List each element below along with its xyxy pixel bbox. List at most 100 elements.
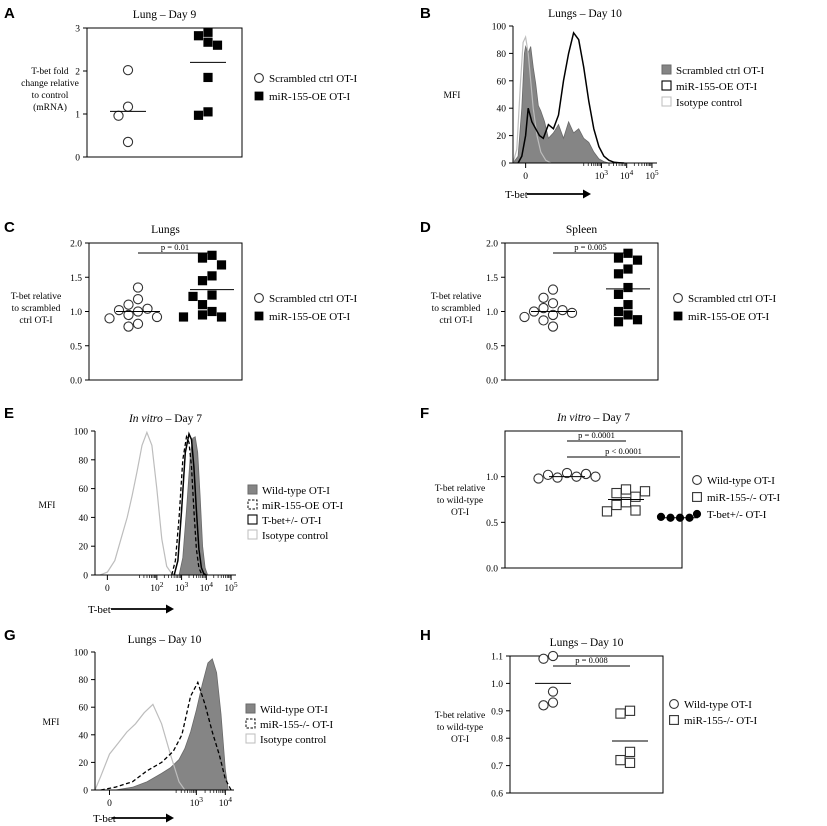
data-point [122, 136, 134, 148]
legend-label: miR-155-/- OT-I [707, 492, 781, 504]
data-point [547, 309, 559, 321]
x-axis-arrowhead [166, 813, 174, 823]
legend-marker [254, 73, 264, 83]
y-axis-label: MFI [39, 501, 56, 511]
y-tick-label: 2.0 [486, 240, 498, 250]
data-point [656, 512, 666, 521]
data-point [197, 253, 208, 263]
data-point [590, 471, 601, 482]
legend-label: miR-155-OE OT-I [269, 311, 351, 323]
y-axis-label: T-bet relative [431, 292, 482, 302]
x-tick-label: 104 [219, 795, 233, 809]
y-tick-label: 0.7 [491, 762, 503, 772]
legend-label: Scrambled ctrl OT-I [676, 65, 765, 77]
y-tick-label: 2.0 [70, 240, 82, 250]
histogram-line [100, 680, 232, 791]
x-tick-label: 105 [224, 580, 238, 594]
data-point [624, 757, 636, 769]
y-tick-label: 0.5 [70, 342, 82, 352]
histogram-line [94, 703, 186, 791]
data-point [613, 317, 624, 327]
data-point [630, 491, 641, 502]
y-tick-label: 100 [492, 23, 507, 33]
legend-swatch [245, 733, 256, 744]
legend-label: miR-155-OE OT-I [676, 81, 758, 93]
histogram-line [512, 34, 552, 164]
y-axis-label: MFI [43, 718, 60, 728]
y-tick-label: 20 [497, 132, 507, 142]
y-tick-label: 0.5 [486, 519, 498, 529]
data-point [613, 269, 624, 279]
y-axis-label: to scrambled [12, 304, 61, 314]
legend-label: Isotype control [262, 530, 328, 542]
legend-marker [692, 475, 702, 485]
legend-swatch [245, 703, 256, 714]
data-point [207, 271, 217, 281]
data-point [123, 309, 134, 321]
data-point [623, 282, 633, 293]
legend-marker [673, 293, 683, 303]
data-point [624, 705, 636, 716]
x-tick-label: 104 [200, 580, 214, 594]
histogram-line [517, 31, 625, 164]
x-tick-label: 105 [645, 168, 659, 182]
y-axis-label: to wild-type [437, 496, 483, 506]
panel-H: H Lungs – Day 10 0.6 0.7 0.8 0.9 1.0 1.1 T-bet r… [420, 627, 758, 800]
y-tick-label: 60 [79, 485, 89, 495]
histogram-line [99, 430, 177, 576]
data-point [178, 312, 189, 322]
x-tick-label: 103 [175, 580, 189, 594]
chart-title: Lungs [151, 224, 180, 236]
legend-label: T-bet+/- OT-I [262, 515, 322, 527]
p-value-label: p = 0.005 [574, 242, 606, 252]
data-point [207, 306, 217, 317]
y-tick-label: 1.0 [70, 308, 82, 318]
data-point [542, 469, 554, 480]
y-tick-label: 40 [79, 731, 89, 741]
data-point [630, 505, 641, 516]
data-point [151, 311, 163, 323]
x-tick-label: 102 [150, 580, 164, 594]
histogram-line [171, 434, 205, 576]
y-tick-label: 1.5 [70, 274, 82, 284]
legend-marker [254, 293, 264, 303]
data-point [547, 298, 559, 309]
data-point [615, 708, 626, 719]
data-point [533, 473, 544, 484]
legend-swatch [661, 96, 672, 107]
legend-label: Wild-type OT-I [707, 475, 775, 487]
data-point [538, 302, 549, 314]
data-point [123, 321, 134, 332]
data-point [615, 754, 626, 766]
legend-label: T-bet+/- OT-I [707, 509, 767, 521]
x-axis-arrowhead [583, 189, 591, 199]
panel-letter: G [4, 627, 16, 644]
data-point [113, 304, 125, 316]
data-point [519, 311, 530, 323]
p-value-label: p = 0.008 [575, 655, 607, 665]
chart-title: Lungs – Day 10 [128, 634, 202, 646]
panel-G: G Lungs – Day 10 0 20 40 60 80 100 0 103 104 MFI T-b… [4, 627, 334, 825]
x-tick-label: 0 [105, 584, 110, 594]
y-tick-label: 1.0 [491, 680, 503, 690]
y-tick-label: 0.9 [491, 707, 503, 717]
data-point [613, 253, 624, 263]
y-axis-label: ctrl OT-I [439, 316, 472, 326]
y-tick-label: 0.5 [486, 342, 498, 352]
data-point [566, 307, 578, 319]
x-axis-label: T-bet [505, 189, 528, 201]
y-axis-label: MFI [444, 91, 461, 101]
legend-marker [692, 509, 702, 519]
y-tick-label: 1.0 [486, 308, 498, 318]
y-tick-label: 1.5 [486, 274, 498, 284]
y-tick-label: 80 [79, 456, 89, 466]
data-point [623, 264, 633, 274]
data-point [547, 697, 559, 708]
data-point [624, 746, 636, 758]
histogram-area [512, 44, 610, 164]
y-tick-label: 3 [75, 25, 80, 35]
data-point [113, 110, 124, 121]
x-axis-label: T-bet [88, 604, 111, 616]
x-axis-label: T-bet [93, 813, 116, 825]
data-point [123, 299, 134, 310]
